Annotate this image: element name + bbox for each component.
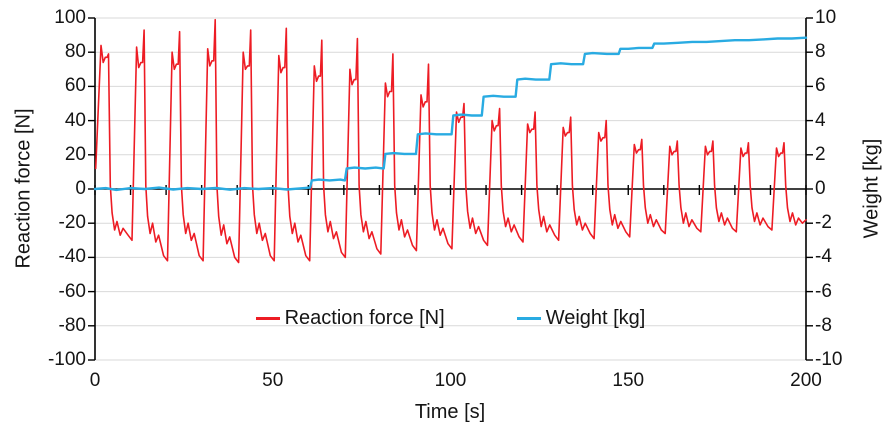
- left-axis-tick-label: 100: [54, 7, 86, 28]
- right-axis-tick-label: 0: [815, 178, 826, 199]
- right-axis-tick-label: 2: [815, 143, 826, 165]
- right-axis-tick-label: -6: [815, 280, 832, 302]
- right-axis-tick-label: -2: [815, 212, 832, 234]
- legend-item-reaction-force: Reaction force [N]: [255, 306, 445, 330]
- right-axis-tick-label: -10: [815, 349, 843, 370]
- legend-line-sample-reaction-force: [255, 316, 280, 320]
- left-axis-tick-label: 20: [64, 143, 86, 165]
- right-axis-tick-label: -4: [815, 246, 832, 268]
- left-axis-tick-label: 0: [75, 178, 86, 199]
- right-axis-tick-label: 4: [815, 109, 826, 131]
- left-axis-tick-label: -100: [47, 349, 86, 370]
- legend-label-reaction-force: Reaction force [N]: [284, 306, 445, 329]
- right-axis-tick-label: 6: [815, 75, 826, 97]
- left-axis-tick-label: -20: [58, 212, 86, 234]
- x-axis-tick-label: 50: [262, 370, 284, 391]
- legend-line-sample-weight: [516, 316, 541, 320]
- right-axis-title: Weight [kg]: [860, 138, 883, 239]
- reaction-force-line: [94, 18, 807, 264]
- weight-line: [93, 36, 808, 192]
- legend: Reaction force [N] Weight [kg]: [95, 305, 806, 331]
- left-axis-tick-label: -60: [58, 280, 86, 302]
- x-axis-tick-label: 0: [89, 370, 101, 391]
- left-axis-title: Reaction force [N]: [12, 108, 35, 269]
- left-axis-tick-label: 40: [64, 109, 86, 131]
- right-axis-tick-label: 10: [815, 7, 837, 28]
- x-axis-title: Time [s]: [414, 401, 486, 423]
- left-axis-tick-label: 60: [64, 75, 86, 97]
- legend-item-weight: Weight [kg]: [516, 306, 646, 330]
- left-axis-tick-label: -40: [58, 246, 86, 268]
- right-axis-tick-label: -8: [815, 314, 832, 336]
- legend-label-weight: Weight [kg]: [545, 306, 646, 329]
- left-axis-tick-label: -80: [58, 314, 86, 336]
- x-axis-tick-label: 200: [790, 370, 822, 391]
- x-axis-tick-label: 150: [612, 370, 645, 391]
- right-axis-tick-label: 8: [815, 41, 826, 63]
- x-axis-tick-label: 100: [434, 370, 467, 391]
- left-axis-tick-label: 80: [64, 41, 86, 63]
